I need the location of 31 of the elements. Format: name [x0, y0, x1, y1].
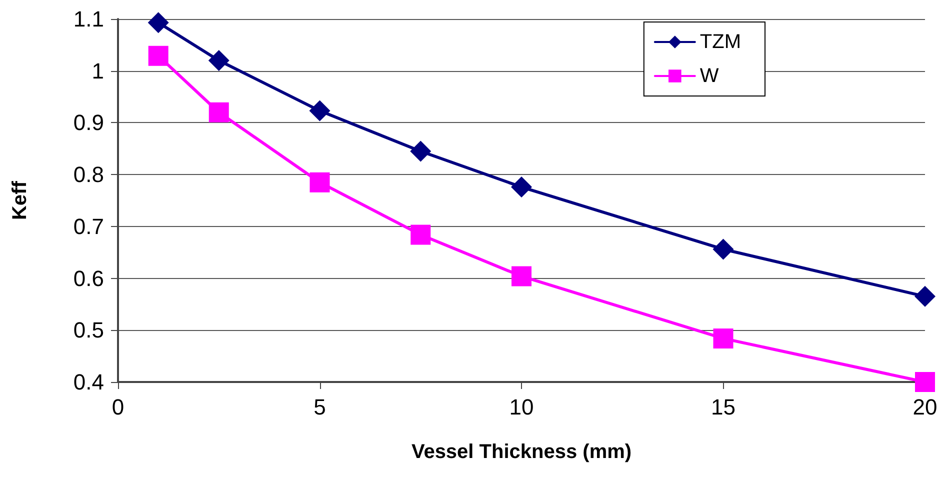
point	[309, 100, 330, 122]
x-tick-label: 20	[912, 394, 938, 420]
y-tick-label: 0.6	[73, 266, 104, 291]
x-tick-label: 0	[112, 394, 124, 420]
x-tick-label: 5	[314, 394, 326, 420]
point	[712, 238, 734, 260]
x-tick-label: 10	[509, 394, 534, 420]
point	[208, 102, 229, 122]
point	[310, 172, 330, 192]
point	[148, 12, 169, 34]
x-tick-label: 15	[711, 394, 736, 420]
point	[511, 176, 532, 198]
point	[208, 50, 230, 71]
point	[713, 328, 734, 348]
y-tick-label: 0.9	[73, 110, 104, 136]
point	[410, 140, 432, 162]
point	[148, 46, 168, 66]
y-tick-label: 0.7	[73, 214, 104, 239]
point	[915, 372, 935, 392]
point	[410, 224, 431, 245]
y-tick-label: 0.4	[73, 370, 104, 394]
y-tick-label: 1.1	[73, 6, 104, 32]
y-tick-label: 0.5	[73, 318, 104, 343]
point	[512, 266, 532, 286]
legend-label: W	[700, 65, 719, 87]
point	[914, 286, 936, 307]
y-tick-label: 1	[92, 58, 104, 84]
y-tick-label: 0.8	[73, 162, 104, 188]
y-axis-title: Keff	[9, 180, 31, 220]
legend-label: TZM	[700, 31, 741, 53]
x-axis-title: Vessel Thickness (mm)	[411, 441, 632, 463]
